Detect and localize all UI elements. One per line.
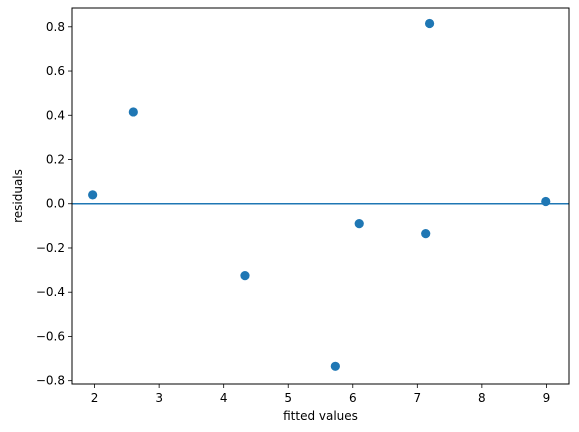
scatter-point-8	[541, 196, 551, 207]
x-tick-label: 2	[91, 391, 99, 405]
scatter-point-2	[128, 107, 138, 117]
scatter-point-5	[354, 219, 364, 229]
x-tick-label: 4	[220, 391, 228, 405]
y-tick-label: 0.8	[46, 20, 65, 34]
y-tick-label: −0.2	[36, 241, 65, 255]
y-tick-label: 0.0	[46, 197, 65, 211]
y-tick-label: 0.6	[46, 64, 65, 78]
scatter-point-3	[240, 271, 250, 281]
x-axis-label: fitted values	[283, 409, 358, 423]
scatter-point-4	[330, 361, 340, 371]
axis-ticks: 2 3 4 5 6 7 8 9 −0.8 −0.6 −0.4 −0.2 0.0 0.2 0.4 0.6 0.8	[36, 20, 550, 405]
x-tick-label: 6	[349, 391, 357, 405]
y-tick-label: 0.2	[46, 153, 65, 167]
x-tick-label: 3	[155, 391, 163, 405]
y-tick-label: −0.8	[36, 374, 65, 388]
y-tick-label: −0.4	[36, 285, 65, 299]
y-axis-label: residuals	[11, 169, 25, 223]
axes-frame	[71, 7, 570, 385]
scatter-point-7	[424, 18, 435, 29]
scatter-point-1	[88, 190, 98, 200]
y-tick-label: 0.4	[46, 108, 65, 122]
y-tick-label: −0.6	[36, 329, 65, 343]
x-tick-label: 7	[413, 391, 421, 405]
scatter-point-6	[421, 229, 431, 239]
plot-area	[72, 18, 569, 371]
x-tick-label: 9	[543, 391, 551, 405]
x-tick-label: 8	[478, 391, 486, 405]
x-tick-label: 5	[284, 391, 292, 405]
